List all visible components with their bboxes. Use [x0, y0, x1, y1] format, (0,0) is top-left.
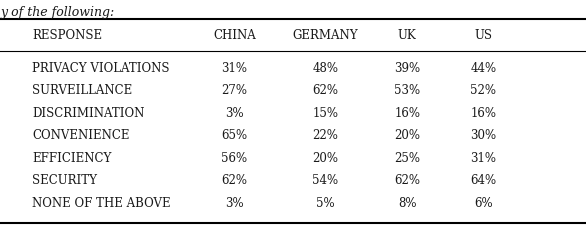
Text: 20%: 20% — [312, 151, 338, 164]
Text: 44%: 44% — [471, 62, 496, 75]
Text: 53%: 53% — [394, 84, 420, 97]
Text: 8%: 8% — [398, 196, 417, 209]
Text: DISCRIMINATION: DISCRIMINATION — [32, 106, 145, 119]
Text: 20%: 20% — [394, 129, 420, 142]
Text: 48%: 48% — [312, 62, 338, 75]
Text: 62%: 62% — [222, 174, 247, 187]
Text: 54%: 54% — [312, 174, 338, 187]
Text: 62%: 62% — [394, 174, 420, 187]
Text: SECURITY: SECURITY — [32, 174, 97, 187]
Text: GERMANY: GERMANY — [292, 29, 358, 42]
Text: 30%: 30% — [471, 129, 496, 142]
Text: 16%: 16% — [471, 106, 496, 119]
Text: 3%: 3% — [225, 106, 244, 119]
Text: CHINA: CHINA — [213, 29, 255, 42]
Text: 25%: 25% — [394, 151, 420, 164]
Text: 5%: 5% — [316, 196, 335, 209]
Text: 16%: 16% — [394, 106, 420, 119]
Text: 64%: 64% — [471, 174, 496, 187]
Text: y of the following:: y of the following: — [0, 6, 114, 19]
Text: 15%: 15% — [312, 106, 338, 119]
Text: 31%: 31% — [222, 62, 247, 75]
Text: NONE OF THE ABOVE: NONE OF THE ABOVE — [32, 196, 171, 209]
Text: CONVENIENCE: CONVENIENCE — [32, 129, 130, 142]
Text: 3%: 3% — [225, 196, 244, 209]
Text: 52%: 52% — [471, 84, 496, 97]
Text: 56%: 56% — [222, 151, 247, 164]
Text: PRIVACY VIOLATIONS: PRIVACY VIOLATIONS — [32, 62, 170, 75]
Text: 27%: 27% — [222, 84, 247, 97]
Text: SURVEILLANCE: SURVEILLANCE — [32, 84, 132, 97]
Text: RESPONSE: RESPONSE — [32, 29, 103, 42]
Text: 31%: 31% — [471, 151, 496, 164]
Text: 39%: 39% — [394, 62, 420, 75]
Text: 6%: 6% — [474, 196, 493, 209]
Text: EFFICIENCY: EFFICIENCY — [32, 151, 111, 164]
Text: 65%: 65% — [222, 129, 247, 142]
Text: 62%: 62% — [312, 84, 338, 97]
Text: UK: UK — [398, 29, 417, 42]
Text: 22%: 22% — [312, 129, 338, 142]
Text: US: US — [475, 29, 492, 42]
